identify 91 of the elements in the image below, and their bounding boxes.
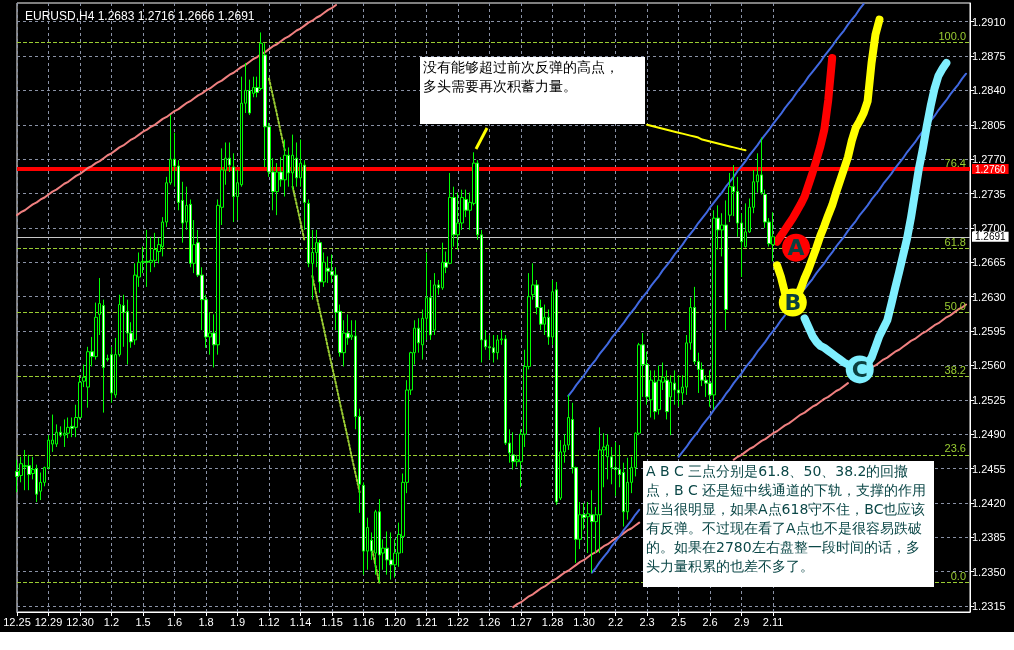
y-tick-label: 1.2385 [972, 531, 1006, 544]
annotation: 没有能够超过前次反弹的高点，多头需要再次积蓄力量。 [420, 57, 645, 124]
candlestick [153, 232, 157, 268]
candlestick [126, 299, 129, 365]
series-label: B [784, 290, 802, 316]
x-tick-label: 12.25 [3, 615, 31, 628]
line-series [16, 3, 337, 217]
x-tick-label: 2.9 [733, 615, 750, 628]
candlestick [291, 134, 294, 191]
x-tick-label: 1.2 [103, 615, 120, 628]
candlestick [669, 374, 672, 436]
x-tick-label: 1.28 [541, 615, 564, 628]
x-tick-label: 1.30 [573, 615, 595, 628]
text: EURUSD,H4 1.2683 1.2716 1.2666 1.2691 [25, 9, 255, 23]
y-tick-label: 1.2875 [972, 50, 1006, 63]
x-tick-label: 2.6 [702, 615, 718, 628]
candlestick [63, 418, 66, 448]
x-tick-label: 1.8 [198, 615, 214, 628]
y-tick-label: 1.2560 [972, 359, 1006, 372]
candlestick [385, 530, 389, 576]
x-tick-label: 12.29 [34, 615, 63, 628]
x-tick-label: 1.21 [415, 615, 438, 628]
annotation: 50.0 [944, 299, 966, 312]
y-tick-label: 1.2315 [972, 600, 1006, 613]
annotation: 61.8 [944, 236, 966, 249]
y-tick-label: 1.2735 [972, 187, 1006, 200]
candlestick [590, 489, 594, 574]
x-tick-label: 1.12 [258, 615, 280, 628]
x-tick-label: 2.5 [670, 615, 687, 628]
x-tick-label: 2.2 [607, 615, 624, 628]
candlestick [598, 426, 602, 554]
y-tick-label: 1.2630 [972, 290, 1006, 303]
x-tick-label: 1.22 [447, 615, 469, 628]
y-tick-label: 1.2910 [972, 15, 1006, 28]
y-tick-label: 1.2665 [972, 256, 1006, 269]
series-label: C [851, 356, 868, 382]
annotation: 23.6 [944, 442, 966, 455]
y-tick-label: 1.2455 [972, 462, 1006, 475]
candlestick [283, 139, 287, 197]
ref-line-label: 1.2691 [975, 231, 1007, 243]
annotation: 0.0 [950, 570, 966, 583]
x-tick-label: 1.9 [229, 615, 246, 628]
candlestick [614, 441, 617, 497]
candlestick [771, 211, 775, 262]
y-tick-label: 1.2350 [972, 565, 1006, 578]
x-tick-label: 2.3 [639, 615, 655, 628]
candlestick [488, 334, 491, 361]
candlestick [378, 498, 381, 584]
line-series [646, 123, 747, 152]
y-tick-label: 1.2525 [972, 393, 1006, 406]
x-tick-label: 1.5 [135, 615, 151, 628]
annotation: A B C 三点分别是61.8、50、38.2的回撤点，B C 还是短中线通道的下轨，支撑的作用应当很明显，如果A点618守不住，BC也应该有反弹。不过现在看了A点也不是很容易跌破的。如果在2780左右盘整一段时间的话，多头力量积累的也差不多了。 [643, 461, 934, 587]
candlestick [145, 229, 149, 288]
y-tick-label: 1.2700 [972, 221, 1006, 234]
y-tick-label: 1.2490 [972, 428, 1006, 441]
candlestick [441, 242, 444, 291]
ref-line-label: 1.2760 [975, 163, 1007, 175]
x-tick-label: 1.6 [166, 615, 183, 628]
candlestick [555, 281, 558, 506]
y-tick-label: 1.2420 [972, 496, 1006, 509]
series-label: A [787, 235, 805, 261]
x-tick-label: 1.27 [510, 615, 532, 628]
x-tick-label: 1.14 [289, 615, 312, 628]
annotation: 38.2 [944, 363, 966, 376]
candlestick [511, 431, 515, 471]
annotation: 76.4 [944, 157, 966, 170]
candlestick [677, 374, 680, 408]
candlestick [657, 364, 661, 416]
candlestick [27, 454, 31, 491]
x-tick-label: 2.11 [762, 615, 784, 628]
candlestick [326, 255, 330, 284]
candlestick [433, 272, 436, 336]
y-tick-label: 1.2770 [972, 153, 1006, 166]
y-tick-label: 1.2595 [972, 325, 1006, 338]
candlestick [496, 334, 499, 361]
candlestick [712, 209, 716, 411]
y-tick-label: 1.2840 [972, 84, 1006, 97]
candlestick [23, 449, 27, 491]
x-tick-label: 12.30 [66, 615, 94, 628]
candlestick [653, 369, 657, 420]
candlestick [389, 531, 393, 581]
x-tick-label: 1.15 [321, 615, 343, 628]
candlestick [724, 199, 728, 331]
annotation: 100.0 [938, 29, 966, 42]
x-tick-label: 1.20 [384, 615, 406, 628]
x-tick-label: 1.26 [478, 615, 501, 628]
candlestick [362, 481, 365, 576]
x-tick-label: 1.16 [352, 615, 375, 628]
y-tick-label: 1.2805 [972, 118, 1006, 131]
candlestick [232, 152, 235, 223]
candlestick [492, 334, 495, 364]
